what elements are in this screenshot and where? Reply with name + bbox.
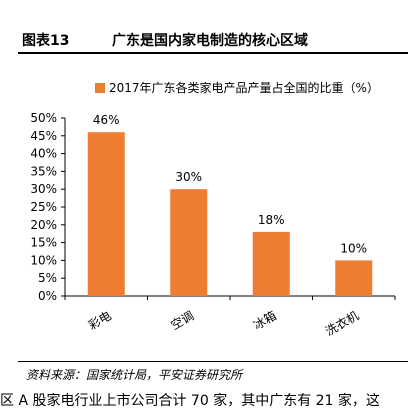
header-rule [18, 52, 408, 54]
y-tick-label: 25% [30, 200, 57, 214]
y-tick-label: 5% [38, 271, 57, 285]
footer-rule [18, 361, 408, 362]
legend-swatch [95, 83, 105, 93]
data-labels: 46% 30% 18% 10% [93, 113, 367, 255]
figure-number: 图表13 [22, 33, 70, 49]
data-label: 10% [340, 241, 367, 255]
next-paragraph-fragment: 区 A 股家电行业上市公司合计 70 家，其中广东有 21 家，这 [0, 393, 380, 409]
chart-legend: 2017年广东各类家电产品产量占全国的比重（%） [95, 80, 379, 95]
x-tick-label: 彩电 [86, 308, 114, 332]
bar [252, 231, 290, 296]
bar-chart: 2017年广东各类家电产品产量占全国的比重（%） 0% 5% 10% 15% 20% 25… [30, 80, 396, 339]
data-label: 46% [93, 113, 120, 127]
y-tick-label: 10% [30, 253, 57, 267]
x-tick-label: 空调 [168, 308, 196, 332]
figure-title: 广东是国内家电制造的核心区域 [112, 33, 308, 49]
x-tick-label: 洗衣机 [323, 308, 362, 339]
legend-label: 2017年广东各类家电产品产量占全国的比重（%） [109, 80, 379, 95]
data-label: 18% [258, 213, 285, 227]
x-tick-labels: 彩电 空调 冰箱 洗衣机 [86, 308, 361, 339]
x-tick-label: 冰箱 [250, 308, 278, 333]
y-tick-label: 35% [30, 164, 57, 178]
y-tick-label: 40% [30, 147, 57, 161]
y-tick-labels: 0% 5% 10% 15% 20% 25% 30% 35% 40% 45% 50% [30, 111, 57, 303]
y-tick-label: 50% [30, 111, 57, 125]
y-tick-label: 45% [30, 129, 57, 143]
bar-series [87, 132, 373, 296]
source-note: 资料来源：国家统计局，平安证券研究所 [26, 368, 243, 382]
bar [87, 132, 125, 296]
y-tick-label: 0% [38, 289, 57, 303]
y-tick-label: 30% [30, 182, 57, 196]
y-tick-label: 15% [30, 236, 57, 250]
bar [170, 189, 208, 296]
figure-header: 图表13 广东是国内家电制造的核心区域 [18, 27, 408, 51]
bar [335, 260, 373, 296]
data-label: 30% [175, 170, 202, 184]
y-tick-label: 20% [30, 218, 57, 232]
